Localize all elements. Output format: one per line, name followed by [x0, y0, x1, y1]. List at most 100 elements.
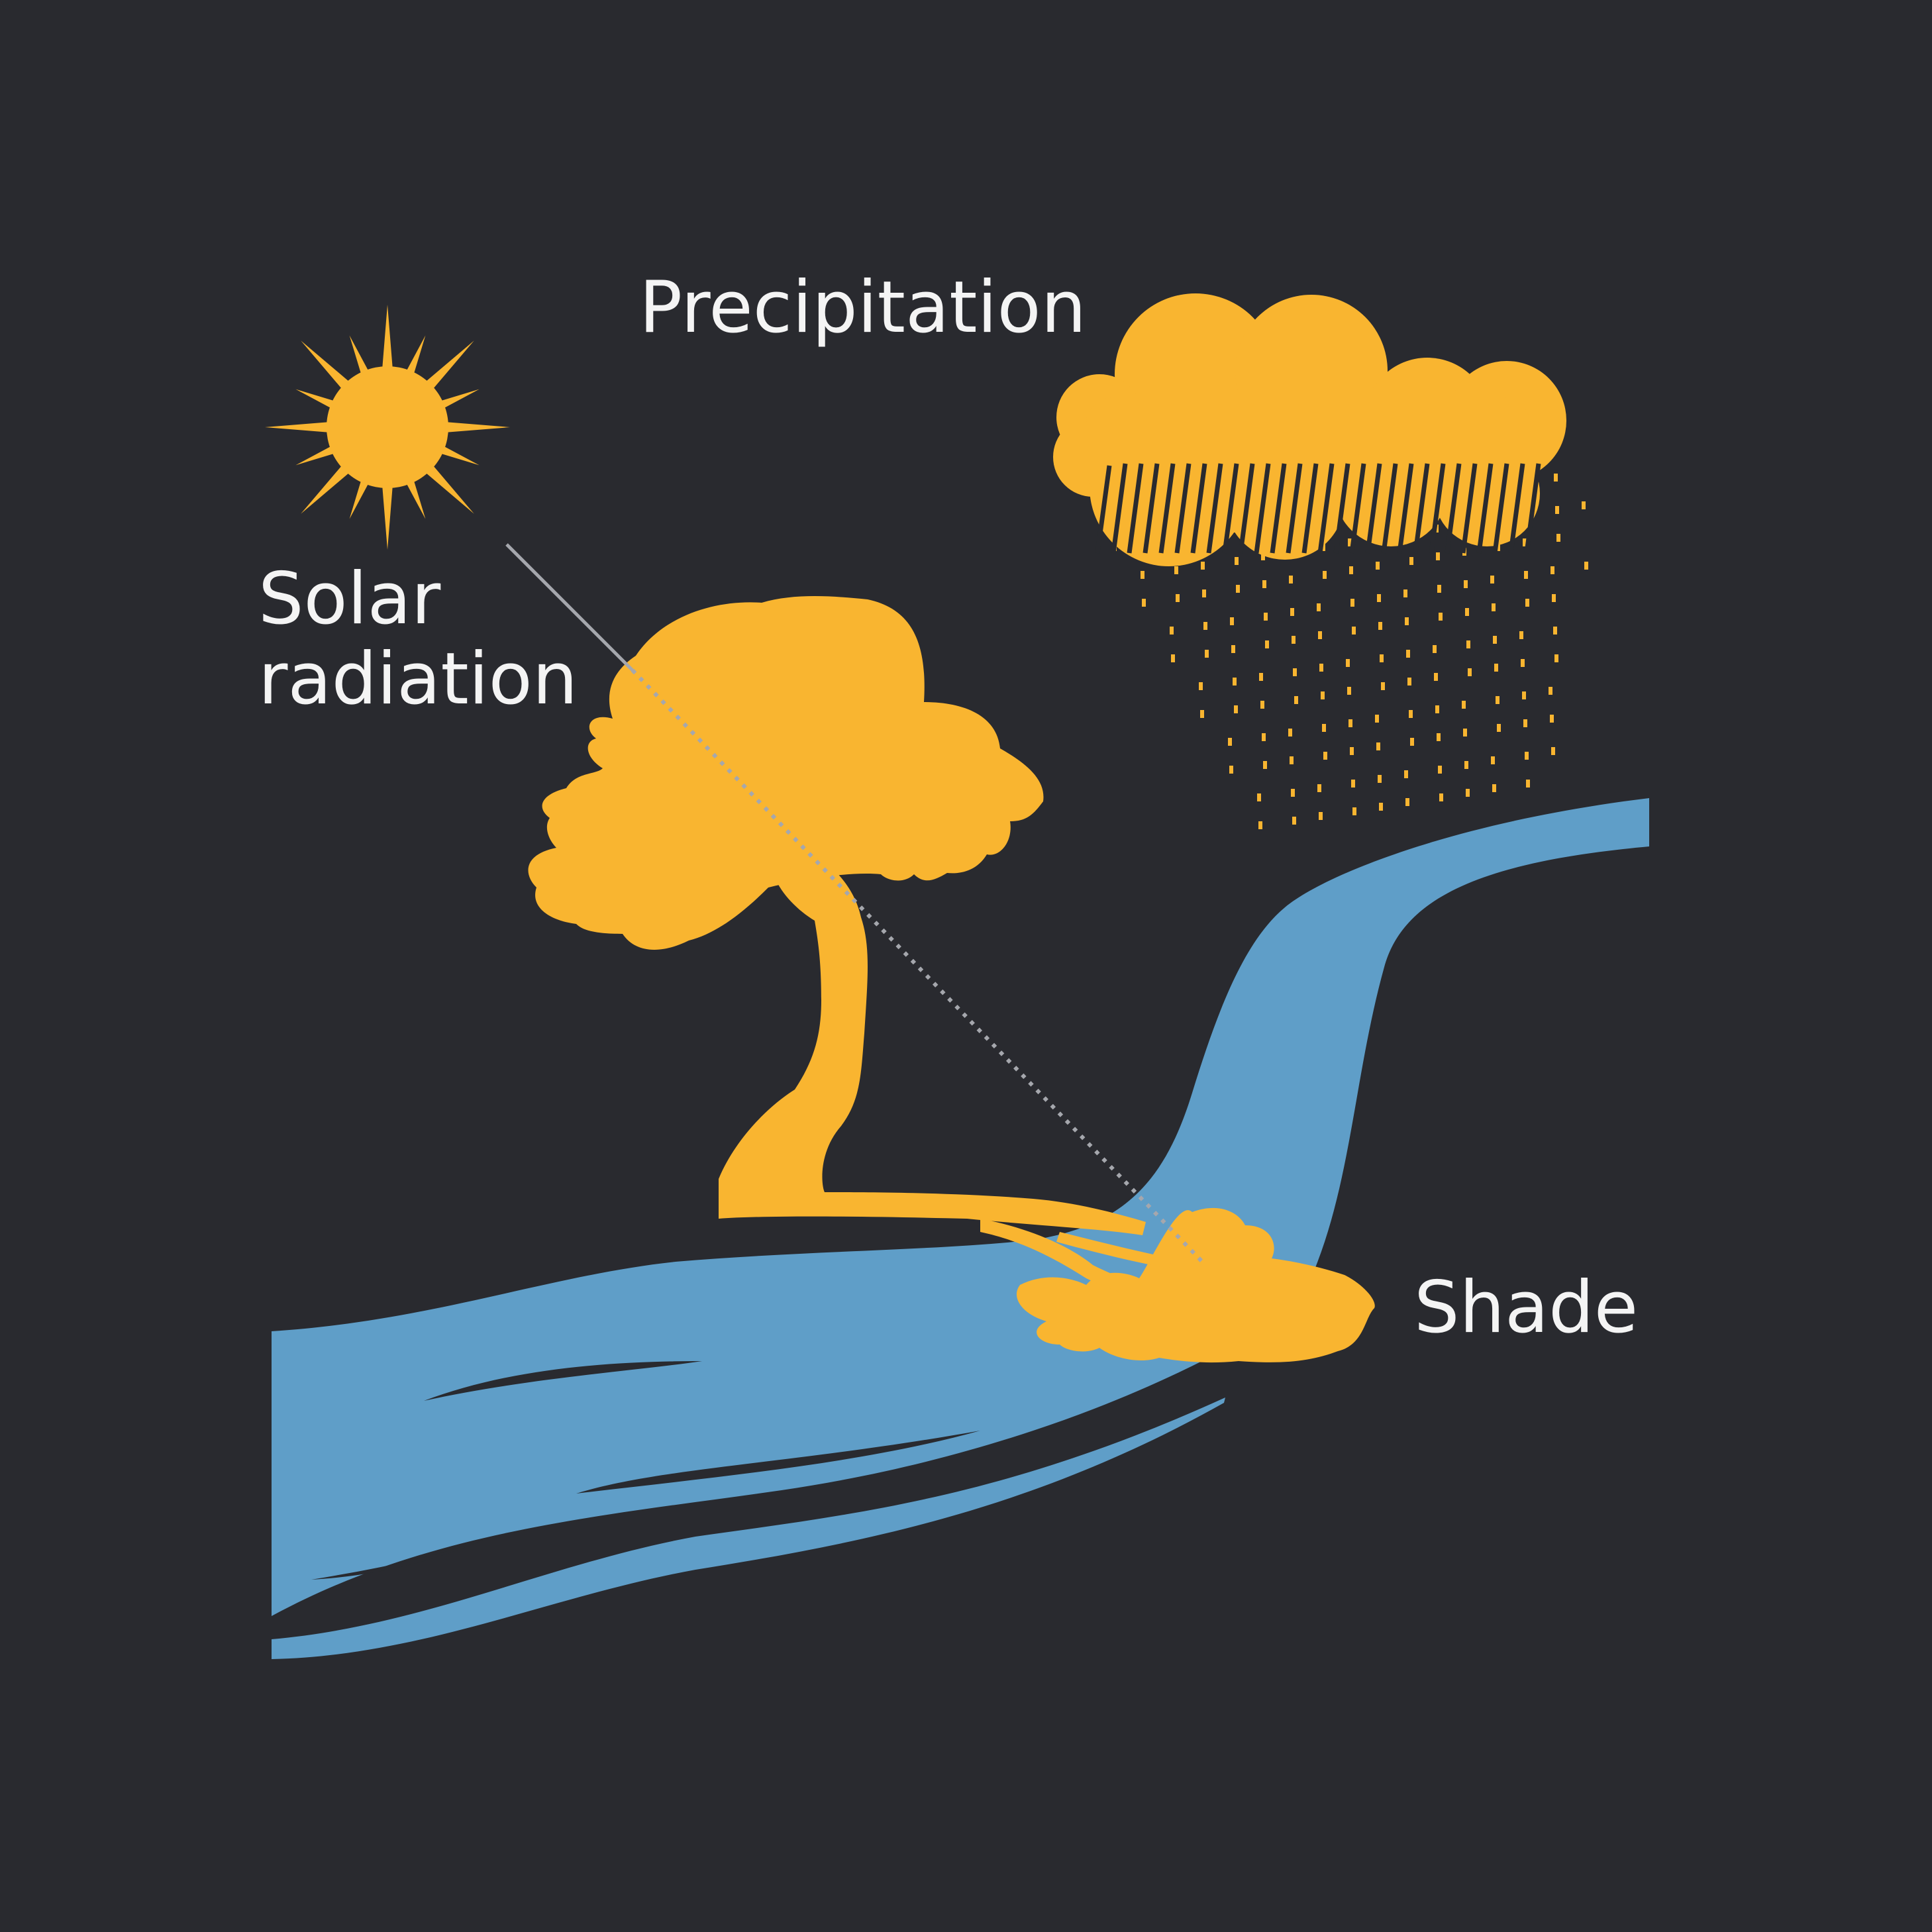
river-shape: [272, 798, 1649, 1659]
rain-drop: [1403, 589, 1407, 597]
cloud-stripe: [1095, 465, 1112, 554]
sun-ray: [301, 340, 350, 390]
cloud-stripe: [1333, 463, 1350, 554]
rain-drop: [1176, 594, 1180, 602]
rain-drop: [1409, 557, 1413, 565]
rain-drop: [1434, 673, 1438, 681]
rain-drop: [1292, 636, 1296, 644]
rain-drop: [1466, 789, 1470, 797]
cloud-icon: [1053, 293, 1566, 566]
rain-drop: [1524, 571, 1528, 579]
rain-drop: [1377, 594, 1381, 602]
rain-drop: [1438, 766, 1442, 774]
rain-drop: [1492, 784, 1496, 792]
rain-drop: [1435, 705, 1439, 713]
rain-drop: [1233, 678, 1237, 686]
rain-drop: [1549, 687, 1552, 695]
sun-ray: [425, 340, 474, 390]
cloud-stripe: [1317, 463, 1335, 554]
cloud-stripe: [1174, 463, 1192, 554]
rain-drop: [1265, 640, 1269, 648]
rain-drop: [1405, 798, 1409, 806]
sun-ray: [349, 479, 370, 519]
rain-drop: [1493, 636, 1497, 644]
rain-drop: [1234, 705, 1238, 713]
rain-drop: [1378, 775, 1382, 783]
rain-drop: [1199, 682, 1203, 690]
rain-drop: [1437, 733, 1441, 741]
cloud-stripe: [1286, 463, 1303, 554]
sun-ray: [265, 422, 330, 432]
sun-ray: [439, 445, 480, 466]
rain-drop: [1491, 756, 1495, 764]
rain-drop: [1379, 803, 1383, 811]
rain-drop: [1262, 580, 1266, 588]
rain-drop: [1463, 729, 1467, 737]
rain-drop: [1407, 678, 1411, 686]
rain-drop: [1410, 738, 1414, 746]
cloud-stripe: [1238, 463, 1255, 554]
rain-drop: [1556, 534, 1560, 542]
rain-drop: [1552, 594, 1556, 602]
rain-drop: [1525, 599, 1529, 607]
rain-drop: [1465, 608, 1469, 616]
rain-drop: [1205, 650, 1209, 658]
rain-drop: [1170, 627, 1174, 635]
cloud-stripe: [1206, 463, 1223, 554]
cloud-stripe: [1460, 463, 1478, 554]
rain-drop: [1294, 696, 1298, 704]
rain-drop: [1323, 571, 1327, 579]
rain-drop: [1351, 780, 1355, 788]
cloud-stripe: [1397, 463, 1414, 554]
rain-drop: [1321, 543, 1325, 551]
solar-ray-line: [505, 543, 634, 672]
rain-drop: [1437, 585, 1441, 593]
rain-drop: [1497, 724, 1501, 732]
rain-drop: [1259, 673, 1263, 681]
cloud-stripe: [1524, 463, 1541, 554]
cloud-rain-stripes: [1095, 463, 1541, 554]
river-ripples: [311, 1361, 980, 1580]
ripple: [424, 1361, 702, 1401]
label-solar-line1: Solar: [258, 558, 441, 640]
sun-ray: [405, 479, 426, 519]
sun-ray: [405, 335, 426, 376]
rain-drop: [1525, 752, 1529, 760]
rain-drop: [1290, 608, 1294, 616]
river-lower-band: [272, 1398, 1225, 1659]
river-body: [272, 798, 1649, 1616]
rain-drop: [1494, 664, 1498, 672]
rain-drop: [1582, 501, 1586, 509]
sun-ray: [295, 389, 336, 409]
sun-core: [327, 366, 448, 488]
rain-drop: [1526, 780, 1530, 788]
rain-drop: [1258, 821, 1262, 829]
rain-drop: [1292, 817, 1296, 825]
rain-drop: [1381, 682, 1385, 690]
rain-drop: [1317, 784, 1321, 792]
rain-drop: [1490, 576, 1494, 584]
rain-drop: [1555, 506, 1559, 514]
rain-drop: [1293, 668, 1297, 676]
cloud-stripe: [1492, 463, 1509, 554]
rain-drop: [1142, 599, 1146, 607]
rain-drop: [1235, 557, 1239, 565]
rain-drop: [1171, 654, 1175, 662]
rain-drop: [1376, 742, 1380, 750]
rain-drop: [1202, 589, 1206, 597]
rain-drop: [1322, 724, 1326, 732]
sun-ray: [445, 422, 510, 432]
shade-patch: [1016, 1207, 1375, 1363]
cloud-stripe: [1143, 463, 1160, 554]
rain-drop: [1228, 738, 1232, 746]
rain-drop: [1231, 645, 1235, 653]
rain-drop: [1350, 747, 1354, 755]
rain-drop: [1348, 538, 1352, 546]
rain-drop: [1522, 691, 1526, 699]
rain-drop: [1523, 538, 1527, 546]
rain-drop: [1289, 576, 1293, 584]
rain-drop: [1584, 562, 1588, 570]
rain-drop: [1551, 747, 1555, 755]
cloud-stripe: [1111, 463, 1128, 554]
